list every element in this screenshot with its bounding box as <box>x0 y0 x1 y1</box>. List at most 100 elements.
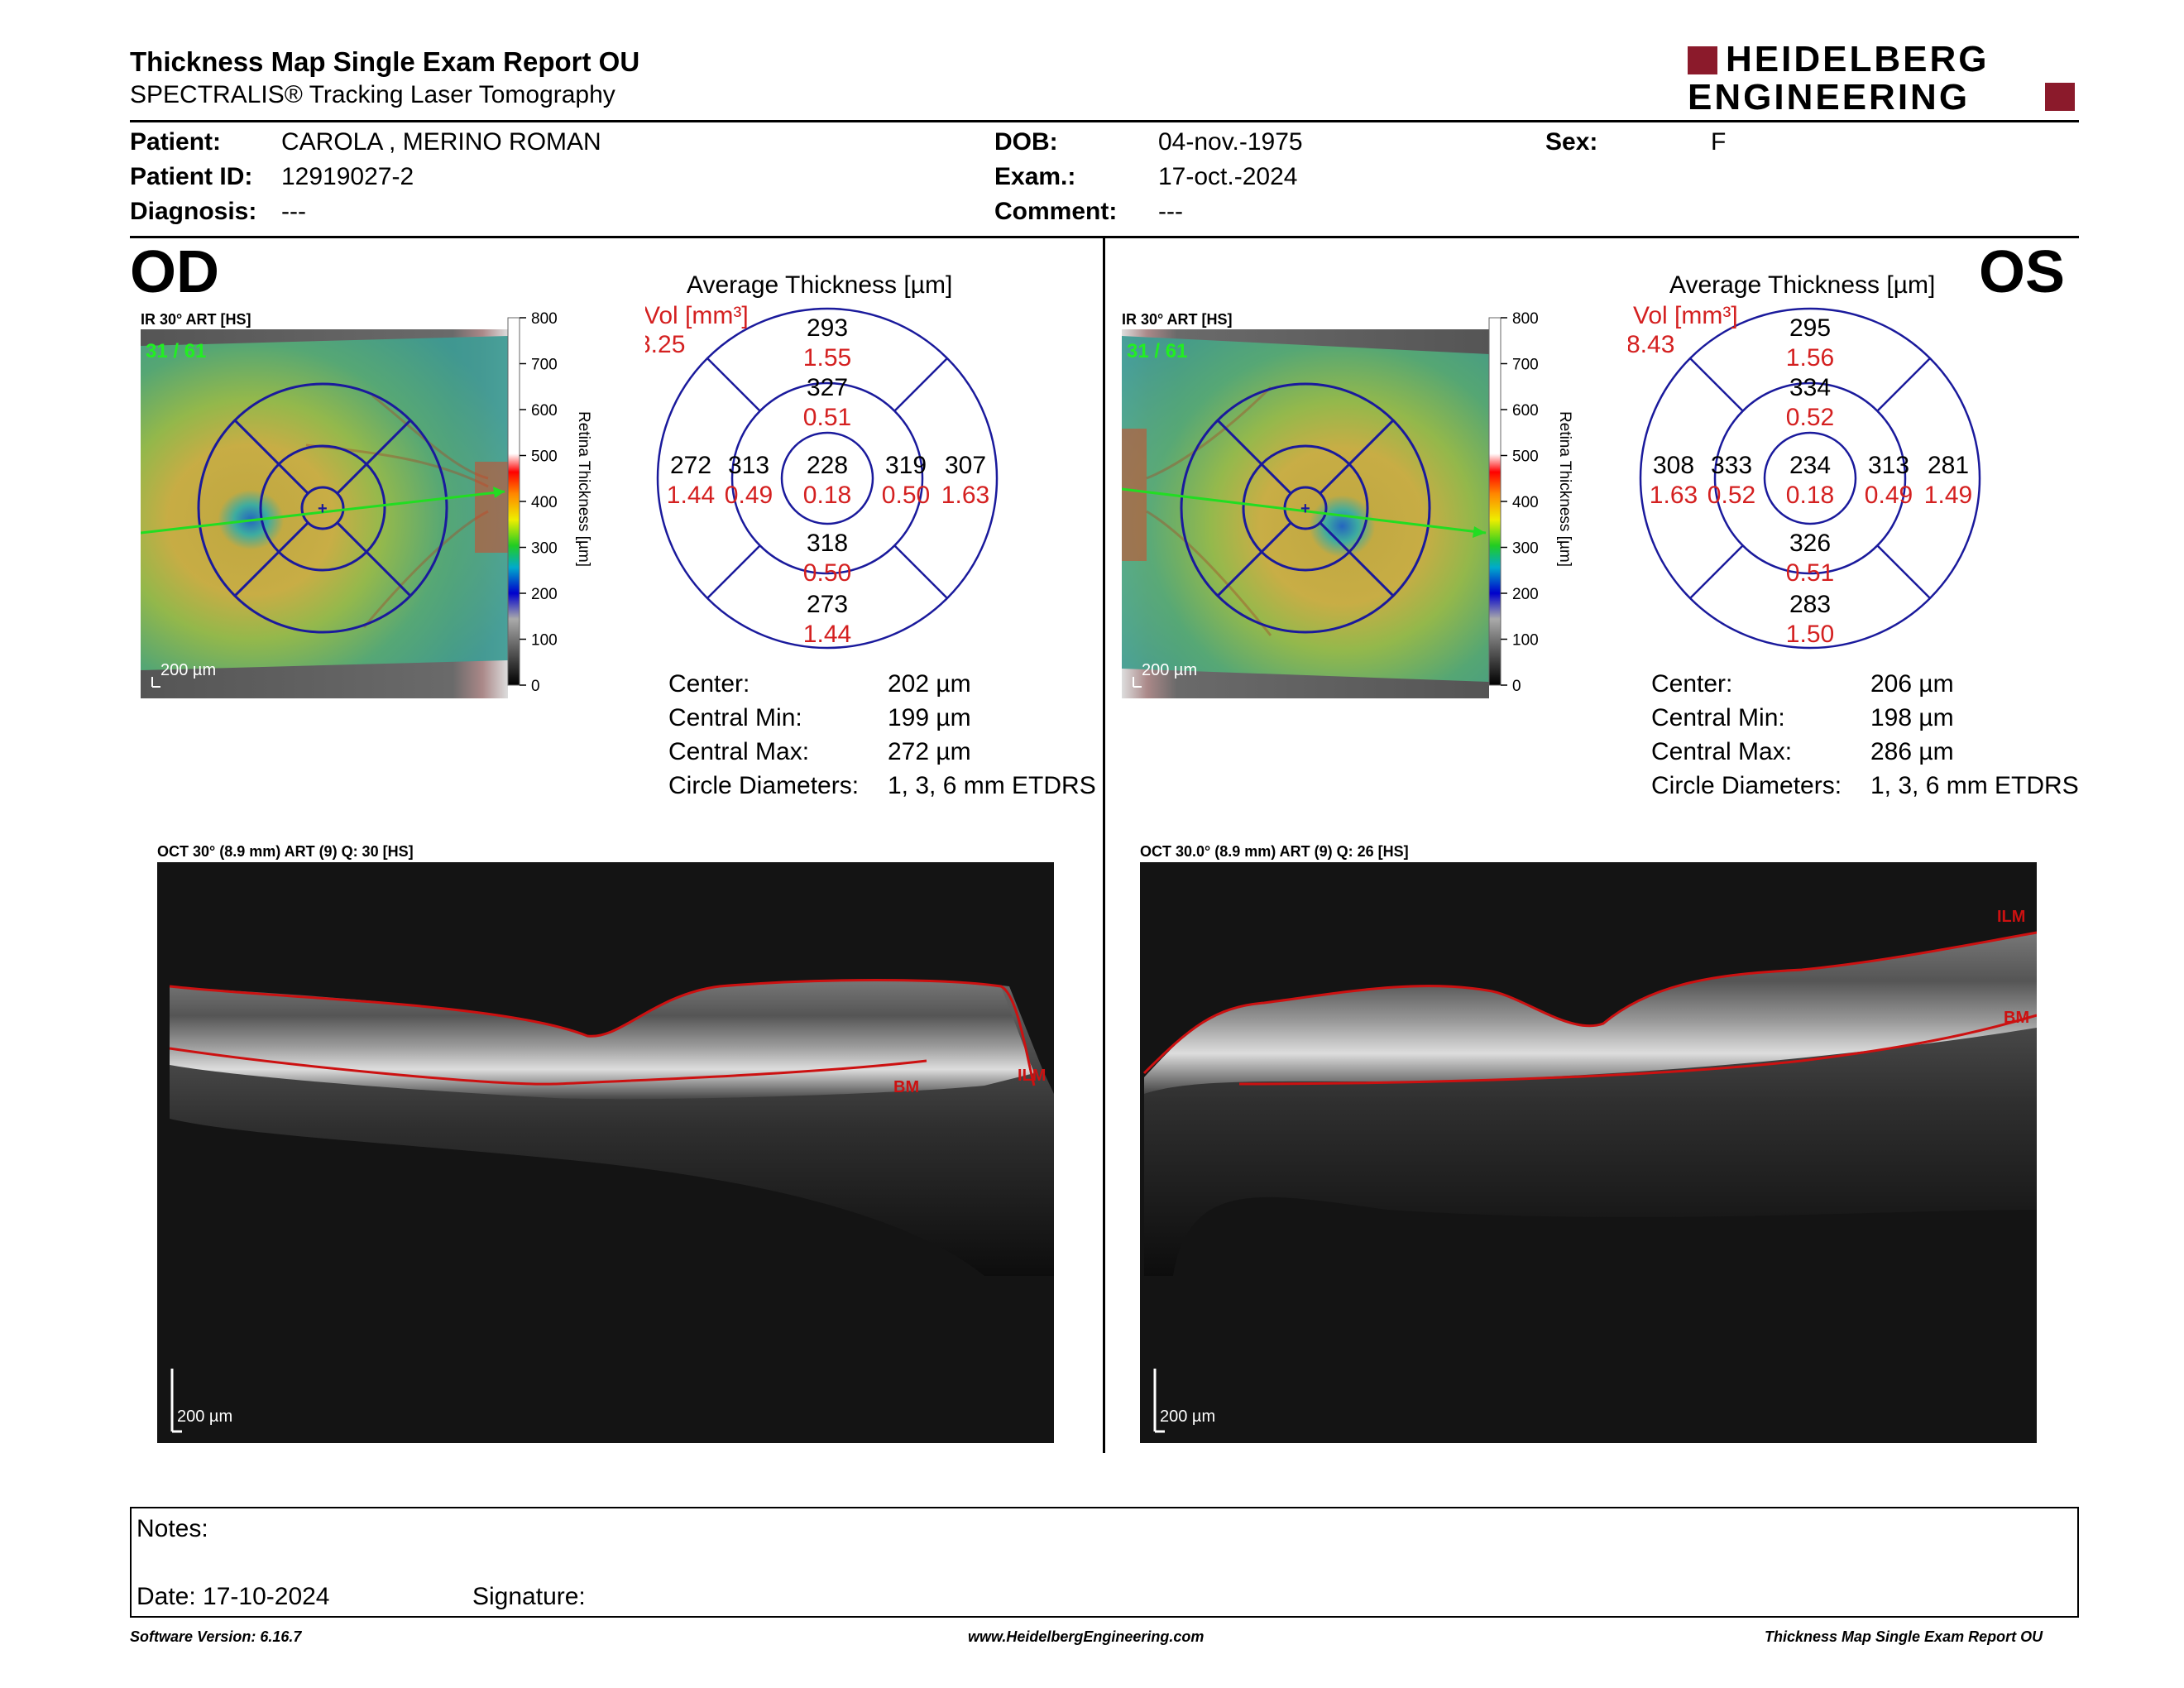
os-tick-100: 100 <box>1512 632 1539 650</box>
footer-website[interactable]: www.HeidelbergEngineering.com <box>968 1628 1205 1645</box>
os-outer-sup-thickness: 295 <box>1789 314 1831 342</box>
od-outer-sup-volume: 1.55 <box>803 344 851 372</box>
os-vol-value: 8.43 <box>1628 331 1674 358</box>
signature-label: Signature: <box>472 1583 586 1610</box>
heidelberg-logo: HEIDELBERG ENGINEERING <box>1688 40 2076 117</box>
footer-software-version: Software Version: 6.16.7 <box>130 1628 302 1645</box>
os-tick-800: 800 <box>1512 310 1539 328</box>
od-outer-nas-volume: 1.63 <box>941 482 989 509</box>
od-oct-bscan: BM ILM 200 µm <box>157 862 1054 1443</box>
od-eye-label: OD <box>130 239 219 305</box>
od-inner-inf-thickness: 318 <box>807 530 848 557</box>
od-outer-inf-thickness: 273 <box>807 591 848 618</box>
svg-text:+: + <box>1300 500 1310 518</box>
os-center-volume: 0.18 <box>1786 482 1834 509</box>
od-center-thickness: 228 <box>807 452 848 479</box>
os-tick-200: 200 <box>1512 586 1539 603</box>
os-stat-diam-value: 1, 3, 6 mm ETDRS <box>1870 772 2079 799</box>
od-oct-scale: 200 µm <box>177 1407 232 1426</box>
os-eye-label: OS <box>1979 239 2066 305</box>
os-inner-nas-volume: 0.52 <box>1707 482 1755 509</box>
od-oct-caption: OCT 30° (8.9 mm) ART (9) Q: 30 [HS] <box>157 843 414 860</box>
logo-line1: HEIDELBERG <box>1726 39 1990 79</box>
od-inner-sup-volume: 0.51 <box>803 404 851 431</box>
patient-name: CAROLA , MERINO ROMAN <box>281 128 601 156</box>
od-stat-min-label: Central Min: <box>668 704 802 731</box>
od-stat-min-value: 199 µm <box>888 704 971 731</box>
os-tick-300: 300 <box>1512 540 1539 558</box>
notes-box[interactable]: Notes: Date: 17-10-2024 Signature: <box>130 1507 2079 1618</box>
os-tick-700: 700 <box>1512 357 1539 374</box>
os-stat-diam-label: Circle Diameters: <box>1651 772 1842 799</box>
os-oct-caption: OCT 30.0° (8.9 mm) ART (9) Q: 26 [HS] <box>1140 843 1409 860</box>
os-colorbar: 800 700 600 500 400 300 200 100 0 Retina… <box>1487 308 1578 697</box>
od-tick-500: 500 <box>531 448 558 466</box>
od-outer-temp-volume: 1.44 <box>667 482 715 509</box>
os-inner-temp-volume: 0.49 <box>1865 482 1913 509</box>
od-colorbar-title: Retina Thickness [µm] <box>575 411 592 567</box>
os-inner-sup-thickness: 334 <box>1789 374 1831 401</box>
os-outer-inf-volume: 1.50 <box>1786 621 1834 648</box>
os-oct-bscan: ILM BM 200 µm <box>1140 862 2038 1443</box>
patient-label: Patient: <box>130 128 222 156</box>
patient-id-label: Patient ID: <box>130 163 253 190</box>
comment-value: --- <box>1158 198 1183 225</box>
svg-text:+: + <box>318 500 328 518</box>
exam-label: Exam.: <box>994 163 1076 190</box>
od-tick-200: 200 <box>531 586 558 603</box>
os-stat-min-label: Central Min: <box>1651 704 1785 731</box>
od-inner-nas-thickness: 319 <box>885 452 927 479</box>
footer-report-name: Thickness Map Single Exam Report OU <box>1765 1628 2043 1645</box>
od-outer-sup-thickness: 293 <box>807 314 848 342</box>
sex-value: F <box>1711 128 1727 156</box>
od-ir-caption: IR 30° ART [HS] <box>141 311 251 328</box>
os-oct-scale: 200 µm <box>1160 1407 1215 1426</box>
header-divider <box>130 120 2079 122</box>
od-vol-value: 8.25 <box>645 331 685 358</box>
diagnosis-value: --- <box>281 198 306 225</box>
od-scale-label: 200 µm <box>160 661 216 679</box>
od-stat-diam-value: 1, 3, 6 mm ETDRS <box>888 772 1096 799</box>
od-stat-center-value: 202 µm <box>888 670 971 698</box>
od-stat-max-value: 272 µm <box>888 738 971 765</box>
os-bm-label: BM <box>2004 1009 2029 1027</box>
notes-label: Notes: <box>136 1515 208 1542</box>
od-tick-100: 100 <box>531 632 558 650</box>
os-frame-label: 31 / 61 <box>1127 340 1187 362</box>
date-label: Date: 17-10-2024 <box>136 1583 330 1610</box>
logo-line2: ENGINEERING <box>1688 77 1971 117</box>
os-inner-nas-thickness: 333 <box>1711 452 1752 479</box>
dob-value: 04-nov.-1975 <box>1158 128 1303 156</box>
diagnosis-label: Diagnosis: <box>130 198 257 225</box>
os-outer-nas-volume: 1.63 <box>1650 482 1698 509</box>
os-tick-500: 500 <box>1512 448 1539 466</box>
comment-label: Comment: <box>994 198 1118 225</box>
od-stat-diam-label: Circle Diameters: <box>668 772 860 799</box>
od-vol-label: Vol [mm³] <box>645 305 749 329</box>
os-inner-temp-thickness: 313 <box>1868 452 1909 479</box>
od-inner-inf-volume: 0.50 <box>803 559 851 587</box>
od-etdrs-grid: Vol [mm³] 8.25 293 1.55 327 0.51 272 1.4… <box>637 302 1026 652</box>
od-tick-600: 600 <box>531 402 558 420</box>
os-inner-inf-thickness: 326 <box>1789 530 1831 557</box>
od-inner-temp-thickness: 313 <box>728 452 769 479</box>
os-stat-max-value: 286 µm <box>1870 738 1954 765</box>
os-stat-center-label: Center: <box>1651 670 1733 698</box>
os-scale-label: 200 µm <box>1142 661 1197 679</box>
patient-id: 12919027-2 <box>281 163 414 190</box>
os-tick-0: 0 <box>1512 678 1521 695</box>
os-colorbar-title: Retina Thickness [µm] <box>1556 411 1573 567</box>
os-outer-inf-thickness: 283 <box>1789 591 1831 618</box>
os-tick-600: 600 <box>1512 402 1539 420</box>
os-outer-temp-volume: 1.49 <box>1924 482 1972 509</box>
os-center-thickness: 234 <box>1789 452 1831 479</box>
od-outer-inf-volume: 1.44 <box>803 621 851 648</box>
od-inner-nas-volume: 0.50 <box>882 482 930 509</box>
os-tick-400: 400 <box>1512 494 1539 511</box>
patient-divider <box>130 236 2079 238</box>
sex-label: Sex: <box>1545 128 1598 156</box>
od-inner-sup-thickness: 327 <box>807 374 848 401</box>
od-stat-center-label: Center: <box>668 670 750 698</box>
os-stat-max-label: Central Max: <box>1651 738 1793 765</box>
os-inner-inf-volume: 0.51 <box>1786 559 1834 587</box>
